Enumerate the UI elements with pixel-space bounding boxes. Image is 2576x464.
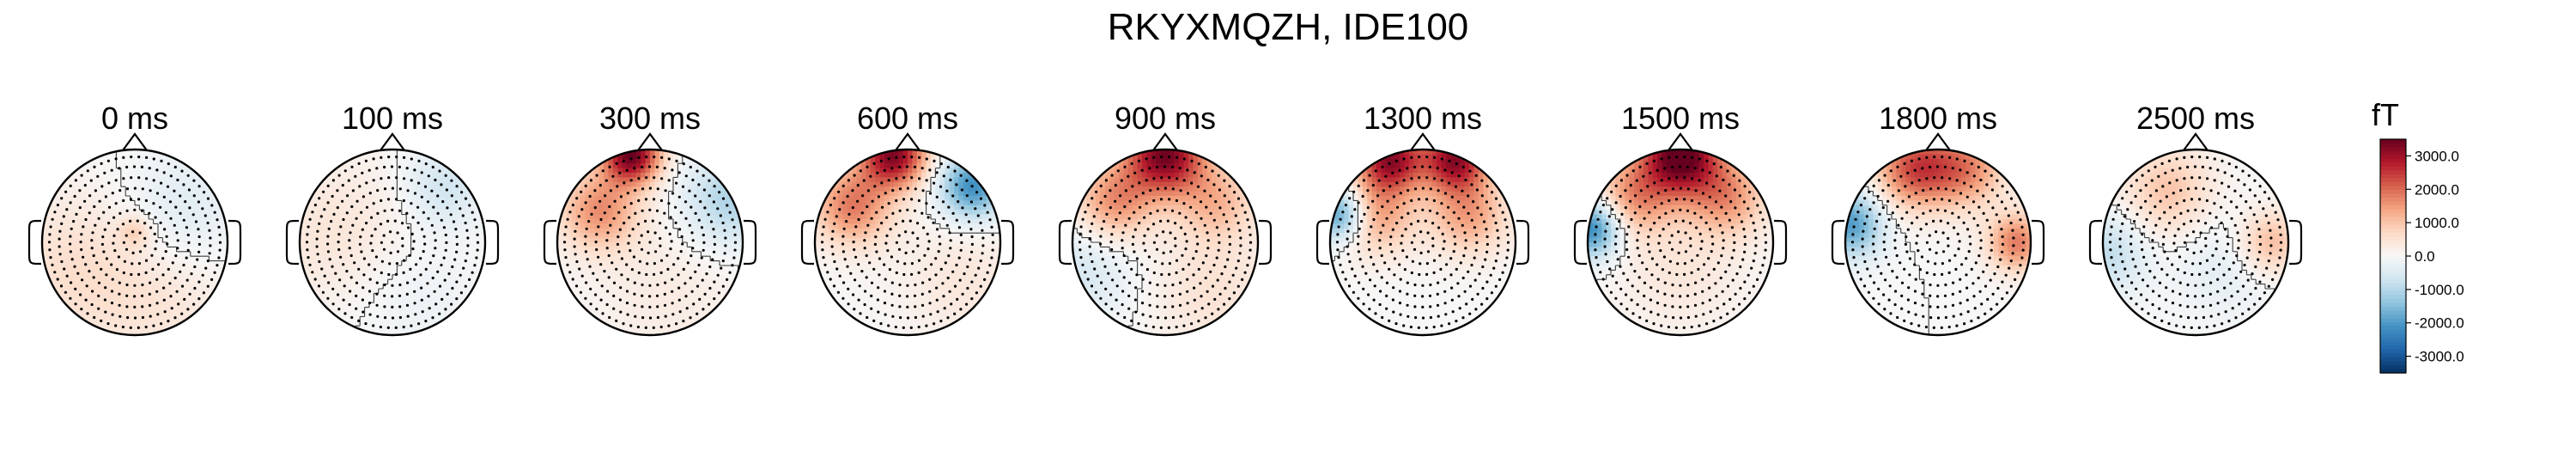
sensor-dots bbox=[1593, 156, 1768, 329]
topomap-time-label: 300 ms bbox=[599, 101, 701, 136]
left-ear bbox=[1831, 219, 1845, 266]
nose bbox=[895, 132, 920, 151]
topomap-6: 1500 ms bbox=[1573, 101, 1788, 337]
colorbar-tick-label: 1000.0 bbox=[2415, 215, 2459, 231]
head-outline bbox=[556, 148, 744, 337]
right-ear bbox=[1773, 219, 1788, 266]
topomap-time-label: 1300 ms bbox=[1364, 101, 1482, 136]
nose bbox=[1925, 132, 1951, 151]
head-outline bbox=[1586, 148, 1775, 337]
topomap-contours bbox=[355, 150, 412, 335]
nose bbox=[637, 132, 663, 151]
topomap-time-label: 0 ms bbox=[101, 101, 168, 136]
right-ear bbox=[228, 219, 242, 266]
nose bbox=[380, 132, 405, 151]
sensor-dots bbox=[1078, 156, 1253, 329]
left-ear bbox=[1573, 219, 1588, 266]
topomap-2: 300 ms bbox=[543, 101, 757, 337]
topomap-1: 100 ms bbox=[285, 101, 500, 337]
left-ear bbox=[285, 219, 300, 266]
sensor-dots bbox=[1335, 156, 1510, 329]
topomap-field bbox=[1072, 150, 1258, 335]
topomap-4: 900 ms bbox=[1058, 101, 1273, 337]
topomap-time-label: 900 ms bbox=[1115, 101, 1216, 136]
topomap-time-label: 1500 ms bbox=[1621, 101, 1740, 136]
colorbar-tick-label: 2000.0 bbox=[2415, 181, 2459, 198]
colorbar-tick-label: -2000.0 bbox=[2415, 315, 2464, 332]
topomap-5: 1300 ms bbox=[1315, 101, 1530, 337]
left-ear bbox=[1315, 219, 1330, 266]
colorbar-unit-label: fT bbox=[2372, 97, 2399, 132]
head-outline bbox=[1328, 148, 1517, 337]
head-outline bbox=[40, 148, 229, 337]
figure-title: RKYXMQZH, IDE100 bbox=[1107, 6, 1469, 48]
left-ear bbox=[2088, 219, 2103, 266]
nose bbox=[1668, 132, 1693, 151]
sensor-dots bbox=[47, 156, 222, 329]
left-ear bbox=[800, 219, 815, 266]
right-ear bbox=[485, 219, 500, 266]
topomap-time-label: 600 ms bbox=[857, 101, 958, 136]
head-outline bbox=[298, 148, 487, 337]
left-ear bbox=[543, 219, 557, 266]
topomap-8: 2500 ms bbox=[2088, 101, 2303, 337]
head-outline bbox=[1844, 148, 2032, 337]
topomap-time-label: 2500 ms bbox=[2136, 101, 2255, 136]
topomap-time-label: 1800 ms bbox=[1879, 101, 1997, 136]
colorbar-tick-label: -1000.0 bbox=[2415, 282, 2464, 298]
nose bbox=[2183, 132, 2208, 151]
topomap-0: 0 ms bbox=[27, 101, 242, 337]
right-ear bbox=[2031, 219, 2045, 266]
sensor-dots bbox=[2108, 156, 2283, 329]
sensor-dots bbox=[562, 156, 738, 329]
right-ear bbox=[1258, 219, 1273, 266]
topomap-series: 0 ms 100 ms 300 ms 600 ms 900 ms 1300 ms 1500 … bbox=[27, 101, 2303, 337]
topomap-time-label: 100 ms bbox=[342, 101, 443, 136]
head-outline bbox=[813, 148, 1002, 337]
right-ear bbox=[1516, 219, 1530, 266]
nose bbox=[122, 132, 148, 151]
nose bbox=[1410, 132, 1436, 151]
topomap-3: 600 ms bbox=[800, 101, 1015, 337]
topomap-7: 1800 ms bbox=[1831, 101, 2045, 337]
colorbar: fT 3000.0 2000.0 1000.0 0.0 -1000.0 -2000.0 -30… bbox=[2372, 97, 2464, 374]
left-ear bbox=[1058, 219, 1072, 266]
left-ear bbox=[27, 219, 42, 266]
head-outline bbox=[1071, 148, 1260, 337]
head-outline bbox=[2101, 148, 2290, 337]
right-ear bbox=[2288, 219, 2303, 266]
colorbar-tick-label: 3000.0 bbox=[2415, 148, 2459, 164]
sensor-dots bbox=[1850, 156, 2026, 329]
colorbar-tick-label: -3000.0 bbox=[2415, 349, 2464, 365]
colorbar-tick-label: 0.0 bbox=[2415, 248, 2435, 265]
right-ear bbox=[743, 219, 757, 266]
sensor-dots bbox=[305, 156, 480, 329]
right-ear bbox=[1000, 219, 1015, 266]
nose bbox=[1152, 132, 1178, 151]
sensor-dots bbox=[820, 156, 995, 329]
